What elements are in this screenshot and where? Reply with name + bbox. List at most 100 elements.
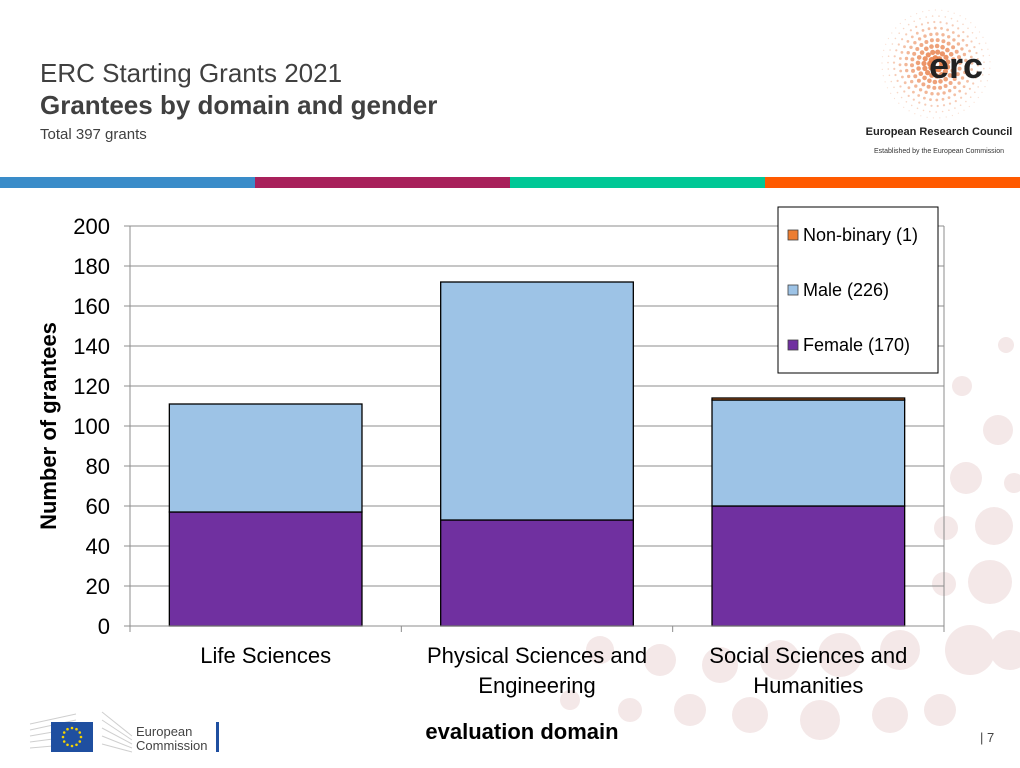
erc-dot [962,23,964,26]
erc-dot [976,70,979,73]
erc-dot [928,9,930,12]
erc-dot [988,73,990,76]
erc-dot [932,79,938,85]
x-tick-label: Social Sciences and [709,643,907,668]
erc-dot [960,96,963,99]
erc-dot [953,85,957,90]
x-tick-labels: Life Sciences Physical Sciences and Engine… [200,643,907,698]
y-tick-label: 80 [86,454,110,479]
erc-dot [936,104,939,108]
erc-dot [945,59,951,65]
y-tick-labels: 0 20 40 60 80 100 120 140 160 180 200 [73,214,110,639]
bar-segment-male [168,403,363,513]
erc-dot [924,90,928,95]
erc-dot [984,86,986,88]
erc-dot [964,64,968,69]
erc-dot [957,34,960,38]
erc-dot [954,107,956,109]
european-commission-logo: European Commission [28,700,228,756]
erc-dot [921,82,926,87]
erc-dot [947,73,953,78]
erc-dot [889,49,891,51]
erc-dot [903,90,906,93]
erc-dot [888,74,891,77]
erc-dot [903,106,905,108]
erc-dot [935,111,937,113]
erc-dot [924,103,927,106]
bar-segment-female [440,519,634,627]
erc-dot [978,31,981,33]
erc-dot [980,80,982,82]
erc-dot [905,33,908,36]
erc-dot [982,55,985,57]
erc-dot [966,35,969,38]
color-bar-segment-green [510,177,765,188]
erc-dot [922,11,924,13]
erc-dot [907,86,911,90]
erc-dot [957,112,959,114]
erc-dot [974,26,976,28]
erc-dot [947,96,951,99]
erc-dot [903,81,907,85]
eu-star-icon [70,726,74,730]
erc-dot [934,73,940,79]
erc-dot [886,87,889,89]
erc-dot [970,68,973,71]
erc-dot [989,61,991,63]
legend-swatch [787,229,799,241]
page-number-value: 7 [987,730,995,745]
erc-dot [938,85,943,90]
erc-dot [890,92,892,94]
erc-dot [914,113,916,115]
erc-dot [970,40,973,43]
eu-star-icon [75,743,78,747]
erc-dot [939,117,941,119]
erc-dot [938,79,943,84]
erc-dot [965,100,967,103]
erc-dot [959,104,962,106]
erc-dot [947,35,951,39]
erc-dot [901,38,904,41]
erc-dot [918,71,924,76]
erc-dot [893,55,896,58]
erc-dot [902,27,905,30]
erc-dot [905,68,909,73]
eu-star-icon [78,731,82,734]
erc-dot [961,38,965,42]
ec-name-line2: Commission [136,738,208,753]
eu-star-icon [61,735,65,739]
erc-dot [893,67,896,70]
erc-dot [922,109,925,112]
erc-dot [887,37,889,40]
erc-dot [968,105,970,108]
erc-dot [887,61,889,64]
erc-dot [963,109,965,111]
erc-dot [897,43,900,46]
erc-dot [903,45,906,49]
erc-dot [915,60,921,66]
erc-dot [939,51,945,57]
erc-dot [951,31,955,34]
erc-dot [935,32,939,36]
erc-dot [922,75,927,81]
erc-dot [987,48,989,50]
erc-dot [933,20,936,24]
erc-dot [950,68,956,73]
erc-dot [946,28,949,32]
y-tick-label: 60 [86,494,110,519]
erc-dot [909,45,913,49]
x-tick-label: Life Sciences [200,643,331,668]
erc-dot [896,91,899,94]
erc-dot [941,97,945,101]
erc-dot [901,75,904,79]
erc-dot [900,51,904,54]
erc-dot [955,72,960,77]
erc-dot [930,49,936,56]
erc-dot [915,25,918,28]
page-number-separator: | [980,730,987,745]
erc-dot [921,60,927,67]
erc-dot [985,42,987,44]
erc-dot [887,68,890,70]
erc-dot [919,50,925,55]
chart-axes [124,225,945,632]
